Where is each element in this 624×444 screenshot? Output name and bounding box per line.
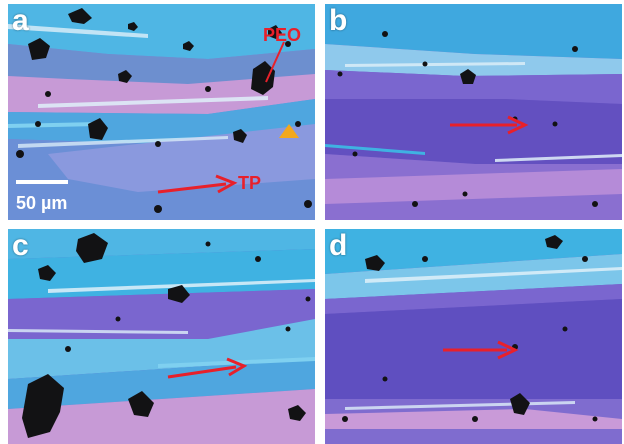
arrow-c bbox=[167, 357, 248, 379]
panel-label-d: d bbox=[329, 229, 348, 262]
micrograph-panel-d: d bbox=[325, 229, 622, 444]
micrograph-panel-b: b bbox=[325, 4, 622, 220]
micrograph-image-c bbox=[8, 229, 315, 444]
arrow-d bbox=[443, 340, 519, 360]
panel-label-c: c bbox=[12, 229, 29, 262]
panel-label-a: a bbox=[12, 4, 29, 37]
micrograph-image-a bbox=[8, 4, 315, 220]
arrow-b bbox=[450, 115, 529, 135]
peo-pointer-line bbox=[265, 41, 285, 83]
triangle-marker bbox=[279, 124, 299, 138]
micrograph-image-d bbox=[325, 229, 622, 444]
arrow-a bbox=[157, 174, 238, 194]
micrograph-panel-c: c bbox=[8, 229, 315, 444]
micrograph-panel-a: a PEO TP 50 µm bbox=[8, 4, 315, 220]
peo-label: PEO bbox=[263, 25, 302, 45]
micrograph-image-b bbox=[325, 4, 622, 220]
tp-label: TP bbox=[238, 173, 262, 193]
scale-bar-label: 50 µm bbox=[16, 193, 68, 213]
scale-bar bbox=[16, 180, 68, 184]
panel-label-b: b bbox=[329, 4, 348, 37]
